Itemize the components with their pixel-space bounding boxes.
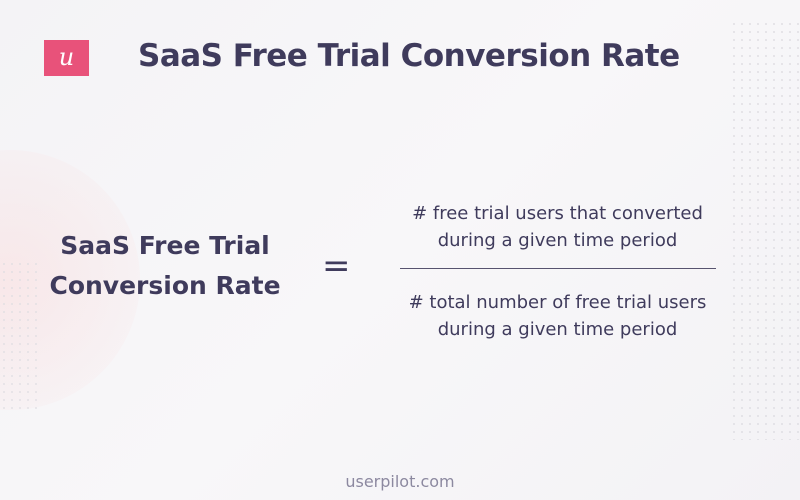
- lhs-line: Conversion Rate: [49, 271, 281, 300]
- denominator-line: during a given time period: [437, 319, 678, 340]
- dot-pattern: [0, 260, 40, 410]
- footer: userpilot.com: [345, 472, 455, 491]
- equals-sign: =: [322, 246, 351, 286]
- numerator-line: during a given time period: [437, 230, 678, 251]
- logo: u: [44, 40, 89, 76]
- title: SaaS Free Trial Conversion Rate: [138, 38, 680, 74]
- numerator-line: # free trial users that converted: [412, 203, 703, 224]
- denominator-line: # total number of free trial users: [408, 292, 707, 313]
- denominator: # total number of free trial users durin…: [380, 289, 735, 343]
- numerator: # free trial users that converted during…: [380, 200, 735, 254]
- lhs-line: SaaS Free Trial: [60, 231, 270, 260]
- fraction-bar: [400, 268, 716, 269]
- dot-pattern: [730, 20, 800, 440]
- formula-lhs: SaaS Free Trial Conversion Rate: [30, 226, 300, 306]
